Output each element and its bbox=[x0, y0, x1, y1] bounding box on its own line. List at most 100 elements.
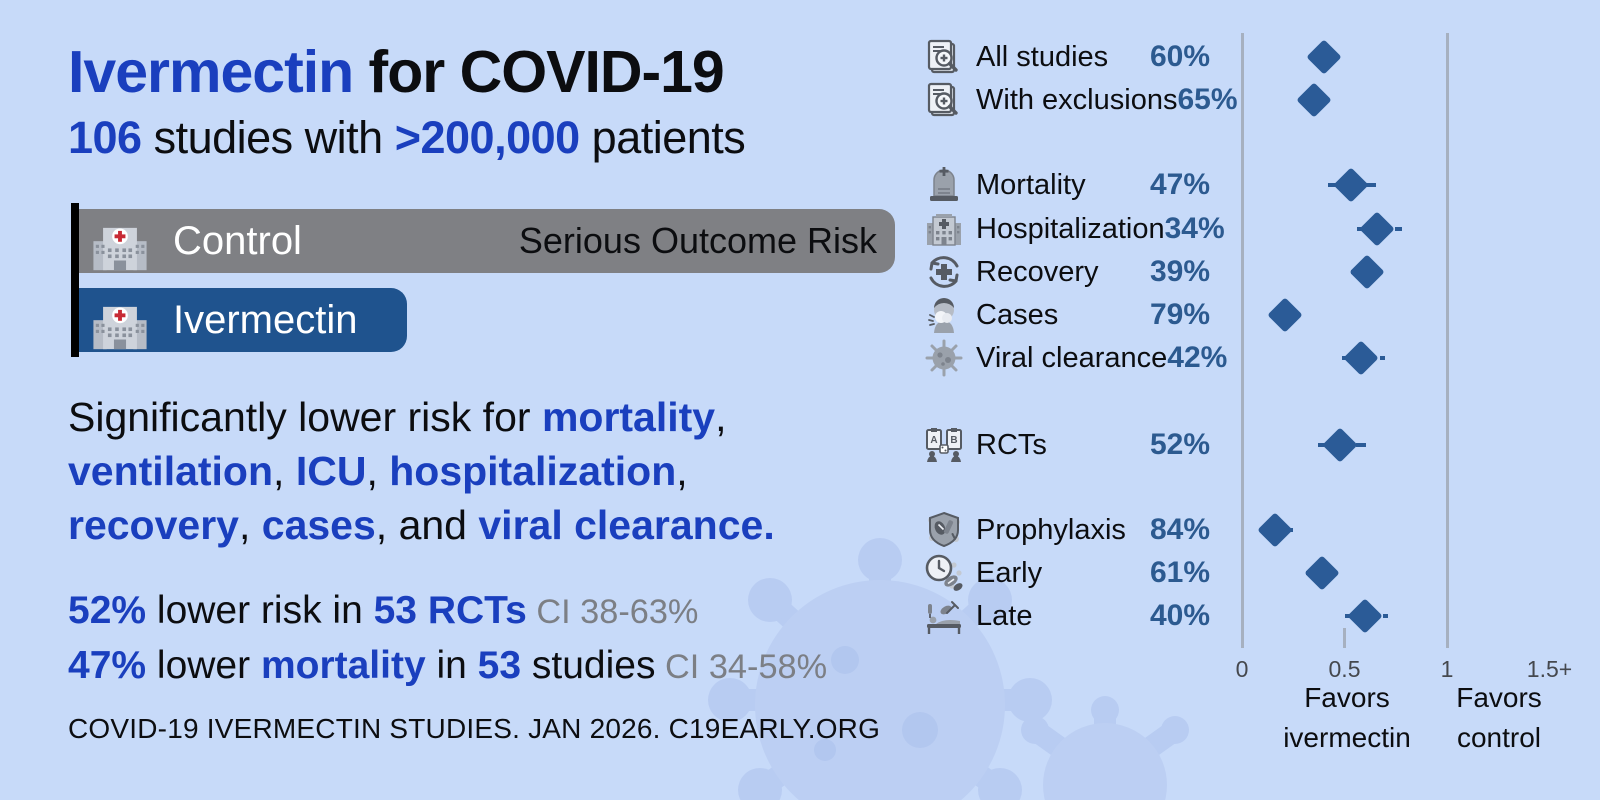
forest-row-late: Late 40% bbox=[924, 594, 1210, 638]
patient-bed-icon bbox=[924, 596, 964, 636]
forest-row-value: 34% bbox=[1164, 212, 1225, 245]
text-segment: 106 bbox=[68, 112, 142, 163]
forest-row-value: 84% bbox=[1149, 513, 1210, 546]
axis-tick-label: 0 bbox=[1235, 656, 1249, 682]
effect-diamond bbox=[1296, 82, 1332, 118]
text-segment: Ivermectin bbox=[68, 39, 354, 105]
forest-row-with-exclusions: With exclusions 65% bbox=[924, 78, 1238, 122]
forest-row-mortality: Mortality 47% bbox=[924, 163, 1210, 207]
forest-row-prophylaxis: Prophylaxis 84% bbox=[924, 508, 1210, 552]
forest-row-label: RCTs bbox=[976, 428, 1047, 461]
forest-row-value: 40% bbox=[1149, 599, 1210, 632]
text-segment: in bbox=[425, 644, 478, 687]
forest-row-label: Prophylaxis bbox=[976, 513, 1126, 546]
svg-text:A: A bbox=[930, 435, 937, 446]
effect-diamond bbox=[1359, 211, 1395, 247]
effect-diamond bbox=[1304, 555, 1340, 591]
text-segment: studies with bbox=[141, 112, 395, 163]
text-segment: patients bbox=[579, 112, 746, 163]
forest-row-label: Viral clearance bbox=[976, 341, 1168, 374]
forest-row-value: 60% bbox=[1149, 40, 1210, 73]
text-segment: ventilation bbox=[68, 448, 274, 494]
forest-row-recovery: Recovery 39% bbox=[924, 250, 1210, 294]
forest-row-value: 47% bbox=[1149, 168, 1210, 201]
summary-line: Significantly lower risk for mortality, bbox=[68, 390, 775, 444]
axis-tick-label: 1.5+ bbox=[1526, 656, 1573, 682]
hospital-building-icon bbox=[924, 209, 964, 249]
stats-line: 52% lower risk in 53 RCTs CI 38-63% bbox=[68, 584, 827, 639]
text-segment: mortality bbox=[260, 644, 426, 687]
forest-row-viral-clearance: Viral clearance 42% bbox=[924, 336, 1227, 380]
forest-row-value: 65% bbox=[1177, 83, 1238, 116]
hospital-icon bbox=[91, 296, 149, 354]
svg-text:B: B bbox=[950, 435, 957, 446]
text-segment: lower risk in bbox=[146, 589, 374, 632]
tombstone-icon bbox=[924, 165, 964, 205]
control-bar-label: Control bbox=[173, 218, 302, 263]
forest-row-label: With exclusions bbox=[976, 83, 1178, 116]
footer-source: COVID-19 IVERMECTIN STUDIES. JAN 2026. C… bbox=[68, 713, 881, 744]
page-title: Ivermectin for COVID-19 bbox=[68, 38, 725, 106]
text-segment: CI 38-63% bbox=[526, 593, 699, 631]
forest-row-label: Mortality bbox=[976, 168, 1086, 201]
text-segment: recovery bbox=[68, 502, 239, 548]
text-segment: , bbox=[715, 394, 727, 440]
text-segment: 52% bbox=[68, 589, 147, 632]
text-segment: >200,000 bbox=[394, 112, 580, 163]
text-segment: cases bbox=[261, 502, 376, 548]
axis-tick-label: 1 bbox=[1440, 656, 1454, 682]
text-segment: 53 RCTs bbox=[373, 589, 527, 632]
bar-chart-title: Serious Outcome Risk bbox=[518, 220, 877, 261]
forest-row-value: 39% bbox=[1149, 255, 1210, 288]
axis-tick-label: 0.5 bbox=[1328, 656, 1361, 682]
virus-icon bbox=[924, 338, 964, 378]
text-segment: , bbox=[366, 448, 390, 494]
text-segment: 47% bbox=[68, 644, 147, 687]
text-segment: , bbox=[676, 448, 688, 494]
forest-row-rcts: A B RCTs 52% bbox=[924, 423, 1210, 467]
studies-search-icon bbox=[924, 37, 964, 77]
favors-ivermectin-label: Favors ivermectin bbox=[1283, 682, 1411, 753]
recovery-icon bbox=[924, 252, 964, 292]
text-segment: , bbox=[238, 502, 262, 548]
forest-row-label: Recovery bbox=[976, 255, 1099, 288]
text-segment: ICU bbox=[295, 448, 367, 494]
clock-pills-icon bbox=[924, 553, 964, 593]
axis-gridline-1 bbox=[1445, 33, 1449, 648]
forest-row-cases: Cases 79% bbox=[924, 293, 1210, 337]
forest-row-label: Hospitalization bbox=[976, 212, 1165, 245]
forest-row-label: Cases bbox=[976, 298, 1059, 331]
forest-row-label: Late bbox=[976, 599, 1033, 632]
effect-diamond bbox=[1343, 340, 1379, 376]
forest-row-hospitalization: Hospitalization 34% bbox=[924, 207, 1225, 251]
rct-clipboards-icon: A B bbox=[924, 425, 964, 465]
effect-diamond bbox=[1349, 254, 1385, 290]
text-segment: studies bbox=[521, 644, 656, 687]
axis-tick-mark bbox=[1343, 628, 1346, 648]
forest-row-value: 79% bbox=[1149, 298, 1210, 331]
stats-line: 47% lower mortality in 53 studies CI 34-… bbox=[68, 639, 827, 694]
text-segment: , and bbox=[375, 502, 479, 548]
studies-search-icon bbox=[924, 80, 964, 120]
summary-line: recovery, cases, and viral clearance. bbox=[68, 498, 775, 552]
effect-diamond bbox=[1347, 598, 1383, 634]
hospital-icon bbox=[91, 217, 149, 275]
text-segment: mortality bbox=[541, 394, 716, 440]
effect-diamond bbox=[1332, 167, 1369, 203]
effect-diamond bbox=[1257, 512, 1293, 548]
sneezing-person-icon bbox=[924, 295, 964, 335]
summary-line: ventilation, ICU, hospitalization, bbox=[68, 444, 775, 498]
forest-row-all-studies: All studies 60% bbox=[924, 35, 1210, 79]
text-segment: viral clearance. bbox=[478, 502, 775, 548]
ivermectin-bar-label: Ivermectin bbox=[173, 297, 358, 342]
text-segment: CI 34-58% bbox=[655, 648, 828, 686]
text-segment: Significantly lower risk for bbox=[68, 394, 542, 440]
forest-row-label: All studies bbox=[976, 40, 1109, 73]
forest-row-early: Early 61% bbox=[924, 551, 1210, 595]
forest-row-value: 61% bbox=[1149, 556, 1210, 589]
page-subtitle: 106 studies with >200,000 patients bbox=[68, 112, 746, 164]
summary-paragraph: Significantly lower risk for mortality , … bbox=[68, 390, 775, 552]
text-segment: hospitalization bbox=[389, 448, 677, 494]
forest-row-label: Early bbox=[976, 556, 1043, 589]
